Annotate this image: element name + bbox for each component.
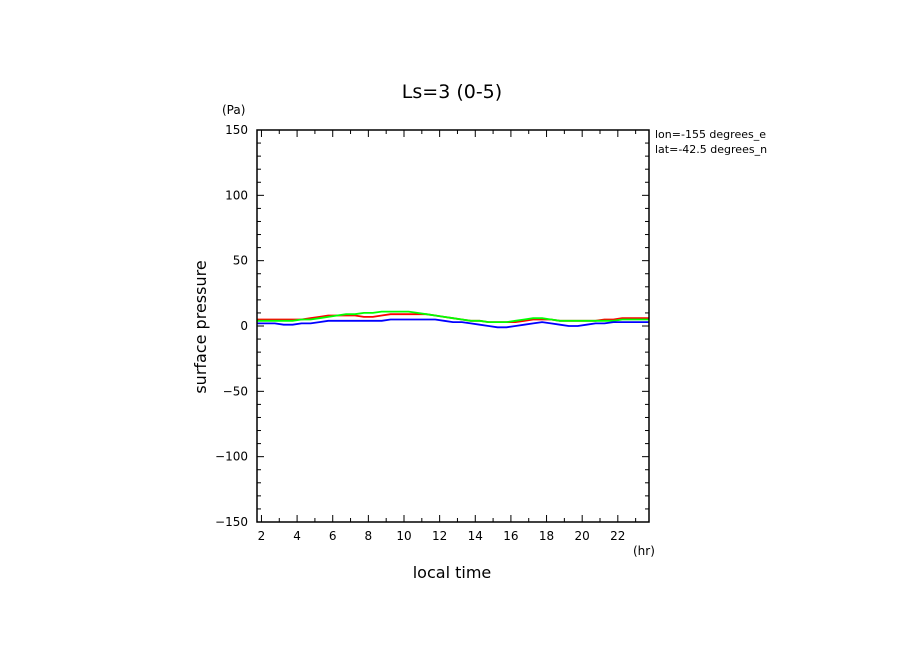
y-tick-labels: 150 100 50 0 −50 −100 −150 [215, 123, 248, 529]
chart-title: Ls=3 (0-5) [402, 81, 502, 103]
annotation-lon: lon=-155 degrees_e [655, 128, 766, 141]
x-tick-label: 6 [329, 529, 337, 543]
y-tick-label: 0 [240, 319, 248, 333]
annotation-lat: lat=-42.5 degrees_n [655, 143, 767, 156]
plot-frame [256, 129, 650, 523]
y-tick-label: 50 [233, 254, 248, 268]
x-tick-label: 10 [396, 529, 411, 543]
x-unit-label: (hr) [633, 544, 655, 558]
x-axis-label: local time [413, 563, 492, 582]
x-tick-label: 22 [610, 529, 625, 543]
y-tick-label: −50 [223, 384, 248, 398]
y-axis-label: surface pressure [191, 260, 210, 393]
y-tick-label: 100 [225, 188, 248, 202]
x-tick-label: 2 [258, 529, 266, 543]
axis-ticks [257, 129, 649, 523]
x-tick-label: 12 [432, 529, 447, 543]
y-tick-label: 150 [225, 123, 248, 137]
x-tick-label: 4 [293, 529, 301, 543]
y-unit-label: (Pa) [222, 103, 245, 117]
series-group [257, 310, 649, 329]
x-tick-labels: 2 4 6 8 10 12 14 16 18 20 22 [258, 529, 626, 543]
series-line-2 [257, 310, 649, 324]
y-tick-label: −150 [215, 515, 248, 529]
y-tick-label: −100 [215, 450, 248, 464]
series-line-3 [257, 318, 649, 329]
x-tick-label: 8 [365, 529, 373, 543]
x-tick-label: 20 [575, 529, 590, 543]
x-tick-label: 14 [468, 529, 483, 543]
x-tick-label: 18 [539, 529, 554, 543]
x-tick-label: 16 [503, 529, 518, 543]
